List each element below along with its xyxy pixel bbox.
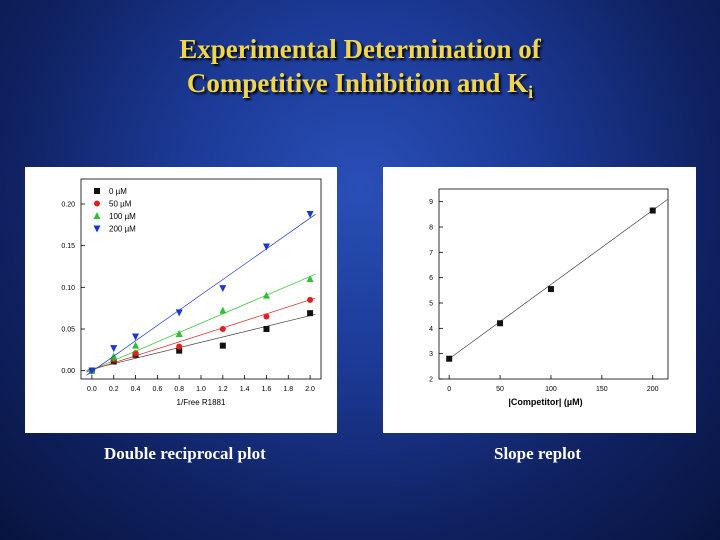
double-reciprocal-chart: 0.0 0.2 0.4 0.6 0.8 1.0 1.2 1.4 1.6 1.8 2.0 0.00 0.0…: [61, 178, 322, 407]
data-point: [263, 313, 270, 320]
y-tick-label: 9: [429, 199, 433, 206]
y-tick-label: 3: [429, 351, 433, 358]
y-tick-label: 5: [429, 301, 433, 308]
data-point: [176, 347, 183, 354]
y-tick-label: 6: [429, 275, 433, 282]
data-point: [88, 367, 96, 375]
series-2: [86, 273, 316, 374]
data-point: [176, 343, 183, 350]
x-tick-label: 150: [596, 386, 608, 393]
legend-label: 200 µM: [109, 225, 136, 234]
x-axis-label: |Competitor| (µM): [508, 397, 582, 407]
series-3: [86, 211, 316, 376]
x-tick-label: 0.6: [152, 386, 162, 393]
title-line-1: Experimental Determination of: [179, 34, 541, 64]
x-tick-label: 0: [447, 386, 451, 393]
data-point: [110, 345, 118, 353]
y-tick-label: 0.00: [61, 368, 75, 375]
legend-label: 0 µM: [109, 187, 127, 196]
legend-marker: [94, 188, 100, 194]
data-point: [307, 296, 314, 303]
data-point: [262, 243, 270, 251]
data-point: [219, 285, 227, 293]
x-tick-label: 200: [647, 386, 659, 393]
legend-label: 100 µM: [109, 212, 136, 221]
y-tick-label: 7: [429, 250, 433, 257]
title-subscript: i: [528, 82, 534, 102]
data-point: [263, 326, 270, 332]
x-tick-label: 0.4: [131, 386, 141, 393]
data-point: [175, 309, 183, 317]
x-axis-label: 1/Free R1881: [177, 398, 226, 407]
data-point: [307, 310, 314, 317]
double-reciprocal-chart-panel: 0.0 0.2 0.4 0.6 0.8 1.0 1.2 1.4 1.6 1.8 2.0 0.00 0.0…: [25, 167, 337, 433]
data-point: [132, 333, 140, 341]
data-point: [547, 286, 554, 293]
fit-line: [86, 313, 316, 371]
data-point: [219, 342, 226, 349]
data-point: [262, 291, 270, 299]
y-tick-label: 0.05: [61, 327, 75, 334]
legend-marker: [94, 200, 100, 207]
y-tick-label: 0.20: [61, 202, 75, 209]
slide-title: Experimental Determination of Competitiv…: [0, 32, 720, 109]
data-point: [306, 211, 314, 218]
x-tick-label: 1.4: [240, 386, 250, 393]
fit-line: [86, 297, 316, 372]
x-tick-label: 100: [545, 386, 557, 393]
fit-line: [448, 198, 669, 360]
x-tick-label: 0.0: [87, 386, 97, 393]
data-point: [497, 320, 504, 327]
data-point: [219, 326, 226, 332]
x-tick-label: 1.8: [283, 386, 293, 393]
data-point: [306, 275, 314, 282]
legend-marker: [93, 212, 101, 219]
legend-label: 50 µM: [109, 200, 132, 209]
data-point: [175, 330, 183, 337]
slope-replot-chart-panel: 0 50 100 150 200 2 3 4 5 6 7 8 9 |Competitor| (µM): [383, 167, 696, 433]
x-tick-label: 1.2: [218, 386, 228, 393]
x-tick-label: 2.0: [305, 386, 315, 393]
title-line-2-main: Competitive Inhibition and K: [186, 68, 529, 98]
y-tick-label: 0.10: [61, 285, 75, 292]
caption-slope-replot: Slope replot: [494, 444, 582, 463]
title-line-2: Competitive Inhibition and Ki: [0, 66, 720, 109]
x-tick-label: 0.8: [174, 386, 184, 393]
series-0: [86, 310, 316, 374]
plot-frame: [438, 188, 669, 380]
data-point: [219, 306, 227, 314]
y-tick-label: 8: [429, 225, 433, 232]
fit-line: [86, 214, 316, 376]
fit-line: [86, 273, 316, 373]
y-tick-label: 2: [429, 377, 433, 384]
x-tick-label: 0.2: [109, 386, 119, 393]
data-point: [649, 207, 656, 214]
y-tick-label: 0.15: [61, 243, 75, 250]
data-point: [132, 341, 140, 349]
legend: 0 µM 50 µM 100 µM 200 µM: [87, 181, 151, 247]
x-tick-label: 50: [496, 386, 504, 393]
x-tick-label: 1.6: [262, 386, 272, 393]
x-tick-label: 1.0: [196, 386, 206, 393]
slope-replot-chart: 0 50 100 150 200 2 3 4 5 6 7 8 9 |Competitor| (µM): [429, 188, 669, 407]
caption-double-reciprocal: Double reciprocal plot: [104, 444, 266, 463]
data-point: [446, 355, 453, 362]
y-tick-label: 4: [429, 326, 433, 333]
legend-marker: [93, 225, 101, 233]
series-0: [446, 198, 669, 362]
